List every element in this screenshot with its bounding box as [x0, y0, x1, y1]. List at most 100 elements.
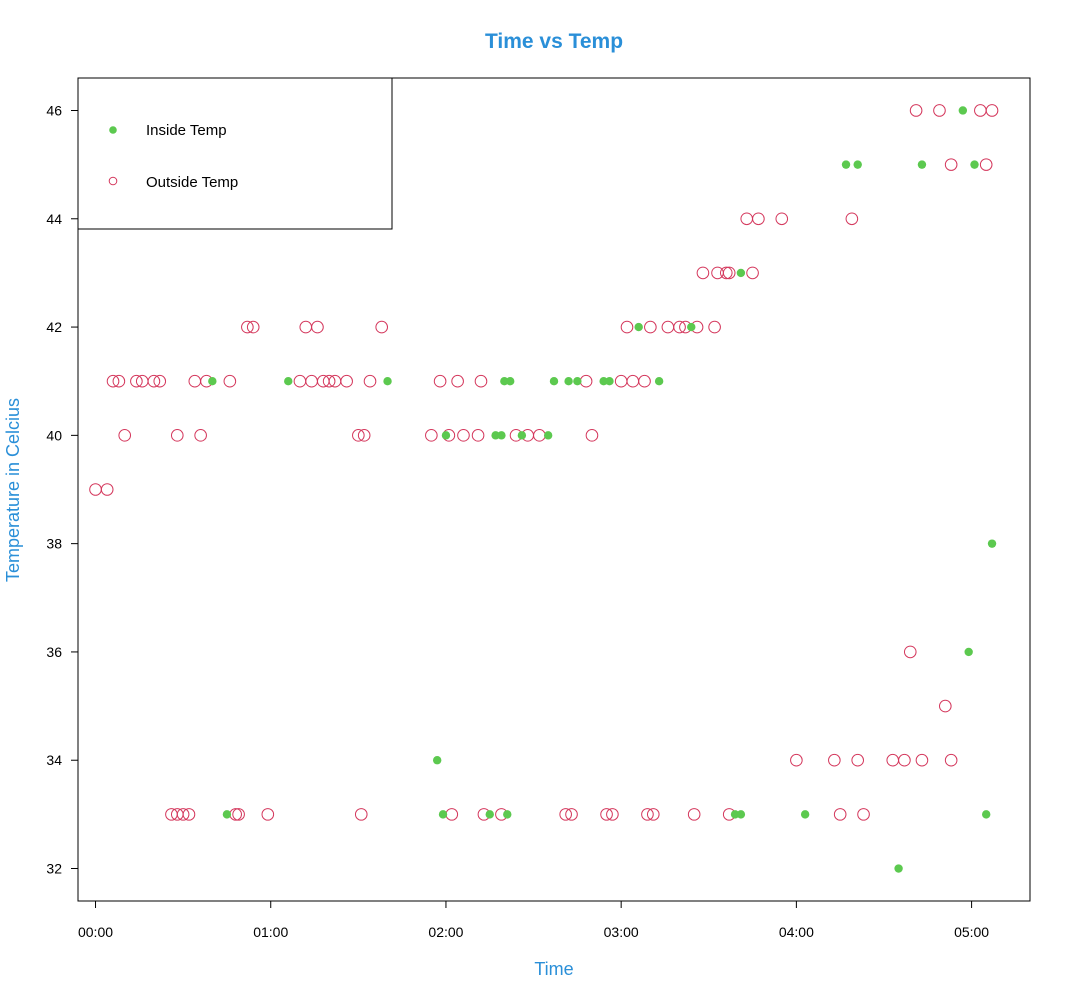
outside-temp-point	[533, 429, 546, 442]
inside-temp-point	[222, 810, 232, 819]
x-axis: 00:00 01:00 02:00 03:00 04:00 05:00	[78, 901, 989, 940]
inside-temp-point	[438, 810, 448, 819]
outside-temp-point	[775, 212, 789, 226]
outside-temp-point	[471, 429, 485, 442]
outside-temp-point	[375, 320, 389, 334]
x-tick-label: 05:00	[954, 924, 989, 940]
outside-temp-point	[311, 320, 324, 334]
outside-temp-point	[944, 158, 958, 171]
outside-temp-point	[606, 808, 619, 821]
outside-temp-point	[790, 753, 803, 767]
x-tick-label: 04:00	[779, 924, 814, 940]
inside-temp-point	[687, 322, 696, 332]
outside-temp-point	[357, 429, 371, 442]
y-tick-label: 42	[46, 319, 62, 335]
inside-temp-point	[441, 431, 451, 440]
inside-temp-point	[503, 810, 512, 819]
inside-temp-point	[500, 377, 509, 386]
inside-temp-point	[730, 810, 740, 819]
y-axis-title: Temperature in Celcius	[3, 398, 23, 582]
outside-temp-point	[979, 158, 993, 171]
inside-temp-point	[605, 377, 614, 386]
outside-temp-point	[644, 320, 657, 334]
outside-temp-point	[188, 374, 202, 388]
inside-temp-point	[634, 322, 643, 332]
outside-temp-point	[746, 266, 759, 280]
outside-temp-point	[915, 753, 929, 767]
inside-temp-point	[853, 160, 862, 169]
outside-temp-point	[620, 320, 634, 334]
outside-temp-point	[641, 808, 654, 821]
outside-temp-point	[626, 374, 640, 388]
outside-temp-point	[363, 374, 377, 388]
outside-temp-point	[909, 104, 923, 117]
outside-temp-point	[451, 374, 464, 388]
outside-temp-point	[223, 374, 237, 388]
inside-temp-point	[564, 377, 573, 386]
inside-temp-point	[736, 810, 746, 819]
outside-temp-point	[445, 808, 459, 821]
outside-temp-point	[305, 374, 318, 388]
outside-temp-point	[646, 808, 660, 821]
x-tick-label: 00:00	[78, 924, 113, 940]
outside-temp-point	[89, 483, 102, 496]
x-tick-label: 02:00	[428, 924, 463, 940]
outside-temp-point	[600, 808, 613, 821]
inside-temp-point	[894, 864, 903, 873]
outside-temp-point	[118, 429, 132, 442]
outside-temp-point	[886, 753, 900, 767]
inside-temp-point	[800, 810, 810, 819]
outside-temp-point	[457, 429, 470, 442]
inside-temp-point	[208, 377, 217, 386]
chart-title: Time vs Temp	[485, 30, 623, 53]
outside-temp-point	[246, 320, 260, 334]
outside-temp-point	[696, 266, 710, 280]
inside-temp-point	[432, 756, 442, 765]
inside-temp-point	[964, 647, 973, 657]
outside-temp-point	[933, 104, 946, 117]
inside-temp-point	[599, 377, 608, 386]
y-tick-label: 34	[46, 752, 62, 768]
legend-label-outside: Outside Temp	[146, 174, 238, 191]
legend-marker-outside	[108, 176, 118, 186]
inside-temp-point	[505, 377, 515, 386]
inside-temp-point	[958, 106, 968, 115]
inside-temp-point	[917, 160, 927, 169]
outside-temp-point	[851, 753, 865, 767]
inside-temp-point	[970, 160, 979, 169]
inside-temp-point	[497, 431, 506, 440]
outside-temp-point	[229, 808, 242, 821]
y-tick-label: 32	[46, 861, 62, 877]
outside-temp-point	[708, 320, 721, 334]
outside-temp-point	[433, 374, 447, 388]
outside-temp-point	[898, 753, 911, 767]
outside-temp-point	[182, 808, 196, 821]
legend-label-inside: Inside Temp	[146, 122, 227, 139]
inside-temp-point	[981, 810, 991, 819]
outside-temp-point	[638, 374, 651, 388]
y-tick-label: 46	[46, 102, 62, 118]
outside-temp-point	[354, 808, 368, 821]
outside-temp-point	[340, 374, 353, 388]
outside-temp-point	[170, 429, 184, 442]
inside-temp-series	[208, 106, 997, 873]
outside-temp-point	[299, 320, 313, 334]
inside-temp-point	[383, 377, 392, 386]
outside-temp-point	[474, 374, 488, 388]
y-tick-label: 40	[46, 427, 62, 443]
outside-temp-point	[565, 808, 578, 821]
outside-temp-point	[985, 104, 999, 117]
outside-temp-point	[232, 808, 245, 821]
outside-temp-point	[614, 374, 628, 388]
inside-temp-point	[549, 377, 559, 386]
outside-temp-point	[112, 374, 126, 388]
outside-temp-point	[974, 104, 987, 117]
outside-temp-point	[130, 374, 143, 388]
outside-temp-point	[857, 808, 870, 821]
outside-temp-point	[579, 374, 593, 388]
inside-temp-point	[543, 431, 553, 440]
outside-temp-point	[828, 753, 841, 767]
outside-temp-point	[261, 808, 275, 821]
outside-temp-point	[176, 808, 190, 821]
